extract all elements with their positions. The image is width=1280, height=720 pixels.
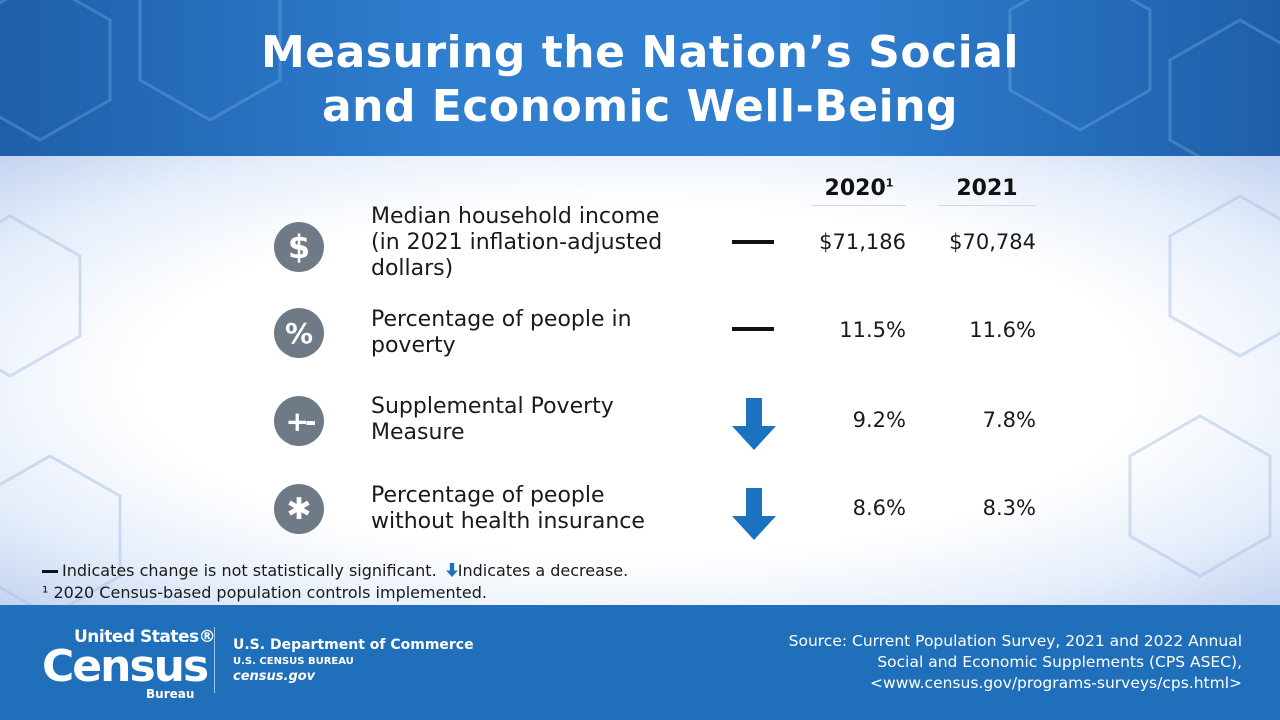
column-header-2020-label: 2020 [824,176,886,201]
logo-bureau: Bureau [146,687,195,701]
footer-bar: United States® Census Bureau U.S. Depart… [0,605,1280,720]
value-2021-median-income: $70,784 [949,230,1036,254]
dash-legend-icon [42,570,58,573]
medical-star-icon: ✱ [274,484,324,534]
label-line: Supplemental Poverty [371,394,614,419]
label-line: dollars) [371,256,454,281]
value-2020-spm: 9.2% [852,408,906,432]
label-line: without health insurance [371,509,645,534]
plus-minus-icon: +- [274,396,324,446]
decrease-arrow-icon [732,488,776,540]
website-link[interactable]: census.gov [233,669,316,684]
label-line: poverty [371,333,456,358]
not-significant-dash-icon [732,327,774,331]
source-note: Source: Current Population Survey, 2021 … [722,631,1242,694]
value-2021-poverty: 11.6% [969,318,1036,342]
content-panel [0,156,1280,605]
logo-united-states: United States® [74,627,216,647]
logo-census: Census [42,641,209,692]
background-pattern [0,194,1280,605]
logo-divider [214,627,215,693]
legend-note: Indicates change is not statistically si… [42,561,628,580]
label-line: Median household income [371,204,660,229]
source-url[interactable]: <www.census.gov/programs-surveys/cps.htm… [870,674,1242,692]
percent-icon: % [274,308,324,358]
source-line: Source: Current Population Survey, 2021 … [788,632,1242,650]
bureau-name: U.S. CENSUS BUREAU [233,656,354,667]
row-label-poverty: Percentage of people in poverty [371,307,711,359]
label-line: Measure [371,420,465,445]
row-label-median-income: Median household income (in 2021 inflati… [371,204,711,282]
not-significant-dash-icon [732,240,774,244]
value-2021-spm: 7.8% [982,408,1036,432]
column-header-2021: 2021 [938,176,1036,206]
legend-dash-text: Indicates change is not statistically si… [62,561,437,580]
page-title: Measuring the Nation’s Social and Econom… [0,26,1280,134]
label-line: Percentage of people [371,483,605,508]
row-label-spm: Supplemental Poverty Measure [371,394,711,446]
header-banner: Measuring the Nation’s Social and Econom… [0,0,1280,156]
department-name: U.S. Department of Commerce [233,637,474,653]
row-label-health-insurance: Percentage of people without health insu… [371,483,711,535]
dollar-icon: $ [274,222,324,272]
label-line: Percentage of people in [371,307,632,332]
legend-arrow-text: Indicates a decrease. [457,561,629,580]
arrow-legend-icon [445,563,458,577]
value-2020-health-insurance: 8.6% [852,496,906,520]
title-line-1: Measuring the Nation’s Social [260,27,1020,78]
title-line-2: and Economic Well-Being [321,81,959,132]
value-2020-poverty: 11.5% [839,318,906,342]
decrease-arrow-icon [732,398,776,450]
source-line: Social and Economic Supplements (CPS ASE… [877,653,1242,671]
label-line: (in 2021 inflation-adjusted [371,230,663,255]
column-header-2020: 20201 [812,176,906,206]
hexagon-pattern [0,0,1280,156]
value-2021-health-insurance: 8.3% [982,496,1036,520]
footnote: ¹ 2020 Census-based population controls … [42,583,487,602]
footnote-marker: 1 [885,176,894,190]
column-header-2021-label: 2021 [956,176,1018,201]
value-2020-median-income: $71,186 [819,230,906,254]
